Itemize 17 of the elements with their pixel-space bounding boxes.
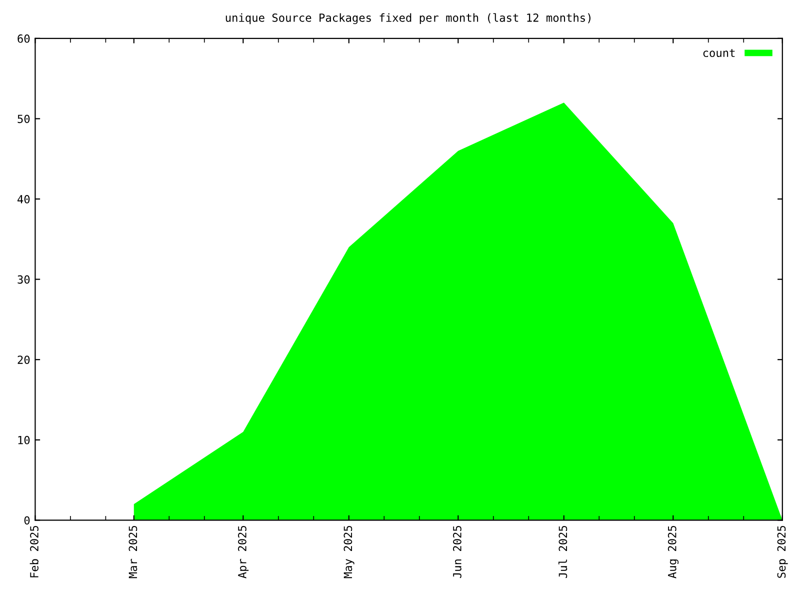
y-tick-label: 10 xyxy=(18,436,30,444)
x-tick-label: Jul 2025 xyxy=(558,526,568,578)
x-tick-label: May 2025 xyxy=(344,526,354,578)
y-tick-label: 60 xyxy=(18,34,30,43)
x-tick-label: Feb 2025 xyxy=(30,526,38,578)
x-tick-label: Mar 2025 xyxy=(128,526,138,578)
y-tick-label: 0 xyxy=(24,516,30,525)
chart-title: unique Source Packages fixed per month (last 12 months) xyxy=(226,13,590,24)
x-tick-label: Aug 2025 xyxy=(668,526,679,578)
y-tick-label: 40 xyxy=(18,195,30,204)
y-tick-label: 30 xyxy=(18,275,30,284)
x-tick-label: Apr 2025 xyxy=(238,526,249,578)
y-tick-label: 50 xyxy=(18,114,30,124)
x-tick-label: Sep 2025 xyxy=(777,526,788,578)
legend-label: count xyxy=(703,49,735,58)
y-tick-label: 20 xyxy=(18,356,30,364)
x-tick-label: Jun 2025 xyxy=(452,526,462,578)
